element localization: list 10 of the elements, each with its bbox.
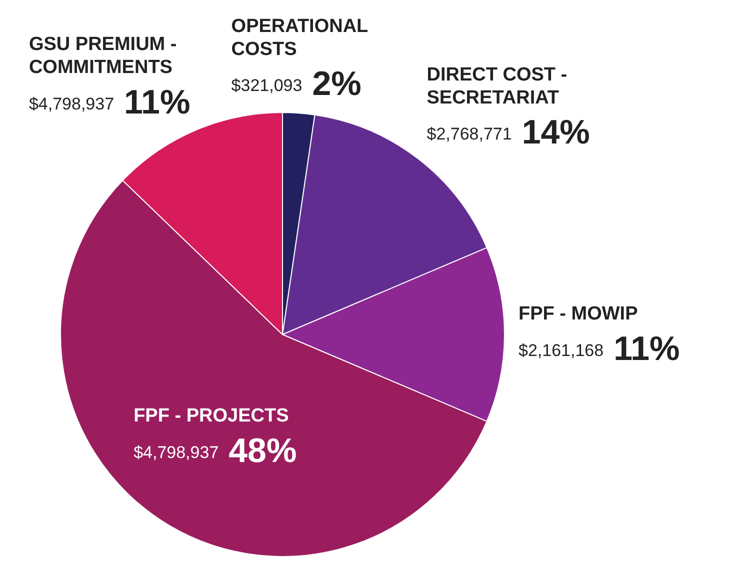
slice-label: FPF - MOWIP (518, 304, 638, 325)
slice-label: FPF - PROJECTS (134, 406, 289, 427)
data-label: $4,798,937 11% (28, 83, 190, 122)
data-label: $321,093 2% (231, 65, 362, 104)
slice-label: OPERATIONAL COSTS (231, 16, 369, 60)
data-label: $2,768,771 14% (426, 114, 590, 152)
slice-label: GSU PREMIUM - COMMITMENTS (28, 34, 177, 78)
data-label: $4,798,937 48% (134, 432, 297, 470)
slice-label: DIRECT COST - SECRETARIAT (426, 64, 568, 108)
data-label: $2,161,168 11% (518, 330, 680, 368)
